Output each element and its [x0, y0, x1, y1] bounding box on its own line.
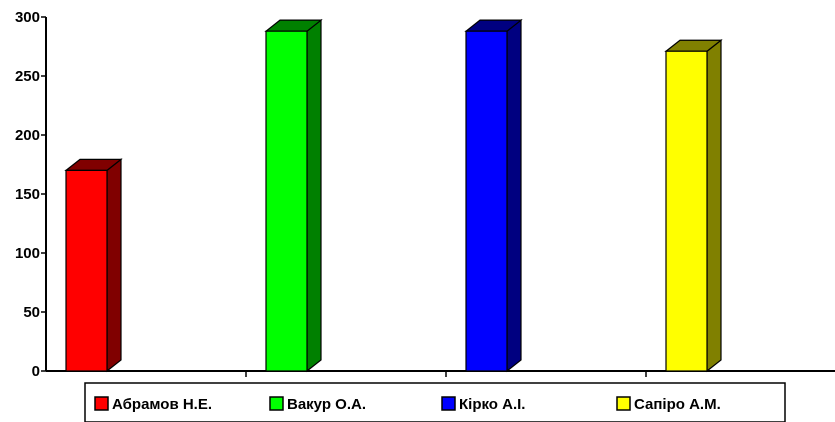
bar-side: [106, 158, 122, 373]
legend: Абрамов Н.Е. Вакур О.А. Кірко А.І. Сапіро А…: [84, 382, 786, 422]
bar: [664, 38, 723, 373]
legend-box: [84, 382, 786, 422]
legend-item: Кірко А.І.: [441, 396, 525, 413]
legend-label: Сапіро А.М.: [634, 396, 721, 413]
bar-side: [306, 18, 322, 373]
bar-side: [506, 18, 522, 373]
legend-swatch: [94, 396, 109, 411]
legend-swatch: [269, 396, 284, 411]
y-tick-label: 300: [15, 9, 40, 26]
y-tick-label: 250: [15, 68, 40, 85]
bar: [464, 18, 523, 373]
bar: [264, 18, 323, 373]
legend-swatch: [616, 396, 631, 411]
y-tick-label: 150: [15, 186, 40, 203]
bar-front: [65, 169, 108, 372]
bar: [64, 158, 123, 373]
bar-side: [706, 38, 722, 373]
y-tick-label: 50: [23, 304, 40, 321]
bars: [64, 18, 723, 373]
legend-label: Абрамов Н.Е.: [112, 396, 212, 413]
legend-swatch: [441, 396, 456, 411]
legend-label: Кірко А.І.: [459, 396, 525, 413]
bar-front: [665, 50, 708, 372]
legend-label: Вакур О.А.: [287, 396, 366, 413]
legend-item: Абрамов Н.Е.: [94, 396, 212, 413]
y-tick-label: 0: [32, 363, 40, 380]
legend-item: Вакур О.А.: [269, 396, 366, 413]
bar-front: [465, 30, 508, 372]
bar-front: [265, 30, 308, 372]
axes: 0 50 100 150 200 250 300: [15, 9, 835, 380]
y-tick-label: 100: [15, 245, 40, 262]
y-tick-label: 200: [15, 127, 40, 144]
legend-item: Сапіро А.М.: [616, 396, 721, 413]
